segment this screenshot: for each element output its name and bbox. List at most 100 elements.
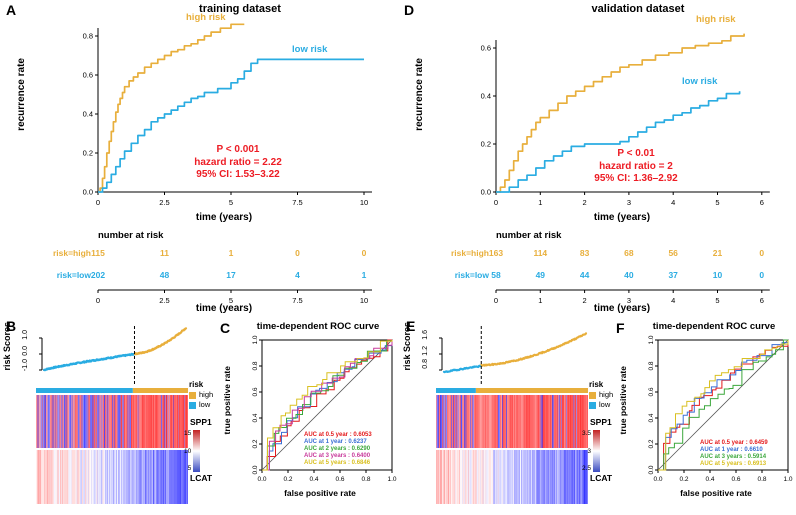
diagonal-reference	[657, 339, 789, 471]
svg-text:0.0: 0.0	[481, 188, 491, 197]
colorbar-gradient	[193, 430, 201, 472]
svg-text:49: 49	[536, 270, 546, 280]
svg-text:7.5: 7.5	[292, 198, 302, 207]
svg-text:risk=high: risk=high	[451, 248, 489, 258]
svg-text:2.5: 2.5	[159, 296, 169, 305]
svg-text:5: 5	[229, 296, 233, 305]
auc-legend-row: AUC at 2 years : 0.6290	[304, 446, 371, 452]
svg-text:6: 6	[760, 198, 764, 207]
ytick-bottom: 0.8	[422, 359, 429, 369]
risk-annotation-low	[436, 388, 476, 393]
svg-text:163: 163	[489, 248, 503, 258]
km-validation-ylabel: recurrence rate	[414, 58, 425, 131]
p-value: P < 0.01	[617, 148, 655, 159]
roc-title: time-dependent ROC curve	[652, 321, 776, 332]
roc-xlabel: false positive rate	[680, 488, 752, 498]
low-swatch	[189, 401, 196, 409]
roc-xlabel: false positive rate	[284, 488, 356, 498]
svg-text:68: 68	[624, 248, 634, 258]
gene-lcat: LCAT	[590, 473, 613, 483]
expression-heatmap	[36, 388, 188, 504]
svg-text:0: 0	[96, 296, 100, 305]
roc-curve	[262, 340, 393, 471]
svg-text:115: 115	[91, 248, 105, 258]
km-curve-low	[496, 91, 741, 193]
svg-text:0.6: 0.6	[335, 476, 344, 483]
colorbar-labels: 15 10 5	[184, 430, 191, 472]
svg-text:0.2: 0.2	[83, 149, 93, 158]
confidence-interval: 95% CI: 1.53–3.22	[196, 169, 280, 180]
svg-text:0: 0	[96, 198, 100, 207]
svg-text:risk=low: risk=low	[455, 270, 490, 280]
colorbar-gradient	[593, 430, 601, 472]
p-value: P < 0.001	[216, 144, 260, 155]
km-validation-title: validation dataset	[591, 3, 685, 15]
svg-text:0.0: 0.0	[252, 465, 259, 474]
km-training-title: training dataset	[199, 3, 281, 15]
colorbar-min: 2.5	[582, 465, 592, 472]
risk-legend: risk high low	[189, 380, 213, 410]
svg-text:0.2: 0.2	[648, 439, 655, 448]
low-risk-curve-label: low risk	[682, 76, 718, 87]
number-at-risk-xlabel: time (years)	[593, 303, 651, 314]
svg-text:2.5: 2.5	[159, 198, 169, 207]
svg-text:7.5: 7.5	[292, 296, 302, 305]
risk-legend-high: high	[589, 390, 613, 400]
svg-text:4: 4	[671, 296, 675, 305]
svg-text:2: 2	[583, 296, 587, 305]
svg-text:0.4: 0.4	[648, 413, 655, 422]
svg-text:0.0: 0.0	[648, 465, 655, 474]
svg-text:1.0: 1.0	[648, 335, 655, 344]
roc-ylabel: true positive rate	[618, 366, 628, 435]
roc-curve	[262, 340, 393, 471]
auc-legend-row: AUC at 1 year : 0.6237	[304, 439, 367, 445]
svg-text:0.2: 0.2	[481, 140, 491, 149]
heatmap-colorbar: 15 10 5	[184, 430, 201, 472]
low-label: low	[199, 400, 211, 409]
low-label: low	[599, 400, 611, 409]
ytick-mid: 0.0	[22, 346, 29, 356]
svg-text:114: 114	[533, 248, 547, 258]
km-curve-high	[98, 23, 245, 193]
svg-text:48: 48	[160, 270, 170, 280]
number-at-risk-title: number at risk	[98, 230, 164, 241]
colorbar-min: 5	[187, 465, 192, 472]
svg-text:5: 5	[715, 296, 719, 305]
panel-letter-d: D	[404, 2, 415, 18]
svg-text:0.6: 0.6	[648, 387, 655, 396]
gene-lcat: LCAT	[190, 473, 213, 483]
svg-text:0.4: 0.4	[481, 92, 491, 101]
high-label: high	[199, 390, 214, 399]
risk-legend-low: low	[589, 400, 613, 410]
svg-text:0.8: 0.8	[83, 32, 93, 41]
auc-legend-row: AUC at 3 years : 0.6400	[304, 453, 371, 459]
svg-text:40: 40	[624, 270, 634, 280]
km-curve-high	[496, 33, 745, 193]
auc-legend: AUC at 0.5 year : 0.6053 AUC at 1 year : …	[304, 432, 372, 467]
svg-text:0.6: 0.6	[481, 44, 491, 53]
panel-km-validation: D validation dataset recurrence rate 0.0…	[398, 0, 796, 318]
roc-curve	[262, 340, 393, 471]
risk-legend-title: risk	[589, 380, 604, 389]
ytick-bottom: -1.0	[22, 359, 29, 372]
auc-legend-row: AUC at 5 years : 0.6846	[304, 460, 371, 466]
auc-legend-row: AUC at 0.5 year : 0.6459	[700, 440, 768, 446]
panel-letter-e: E	[406, 318, 416, 334]
colorbar-mid: 3	[587, 447, 592, 455]
svg-text:0.6: 0.6	[731, 476, 740, 483]
svg-text:1.0: 1.0	[783, 476, 792, 483]
panel-riskscore-training: B risk Scores 1.0 0.0 -1.0 risk high low…	[0, 318, 216, 515]
svg-text:3: 3	[627, 198, 631, 207]
gene-spp1: SPP1	[190, 417, 212, 427]
roc-curve	[658, 340, 789, 471]
expression-heatmap	[436, 388, 588, 504]
svg-text:0.4: 0.4	[309, 476, 318, 483]
auc-legend-row: AUC at 0.5 year : 0.6053	[304, 432, 372, 438]
svg-text:44: 44	[580, 270, 590, 280]
svg-text:4: 4	[295, 270, 300, 280]
high-risk-curve-label: high risk	[696, 14, 736, 25]
high-swatch	[189, 391, 196, 399]
svg-text:0.2: 0.2	[283, 476, 292, 483]
